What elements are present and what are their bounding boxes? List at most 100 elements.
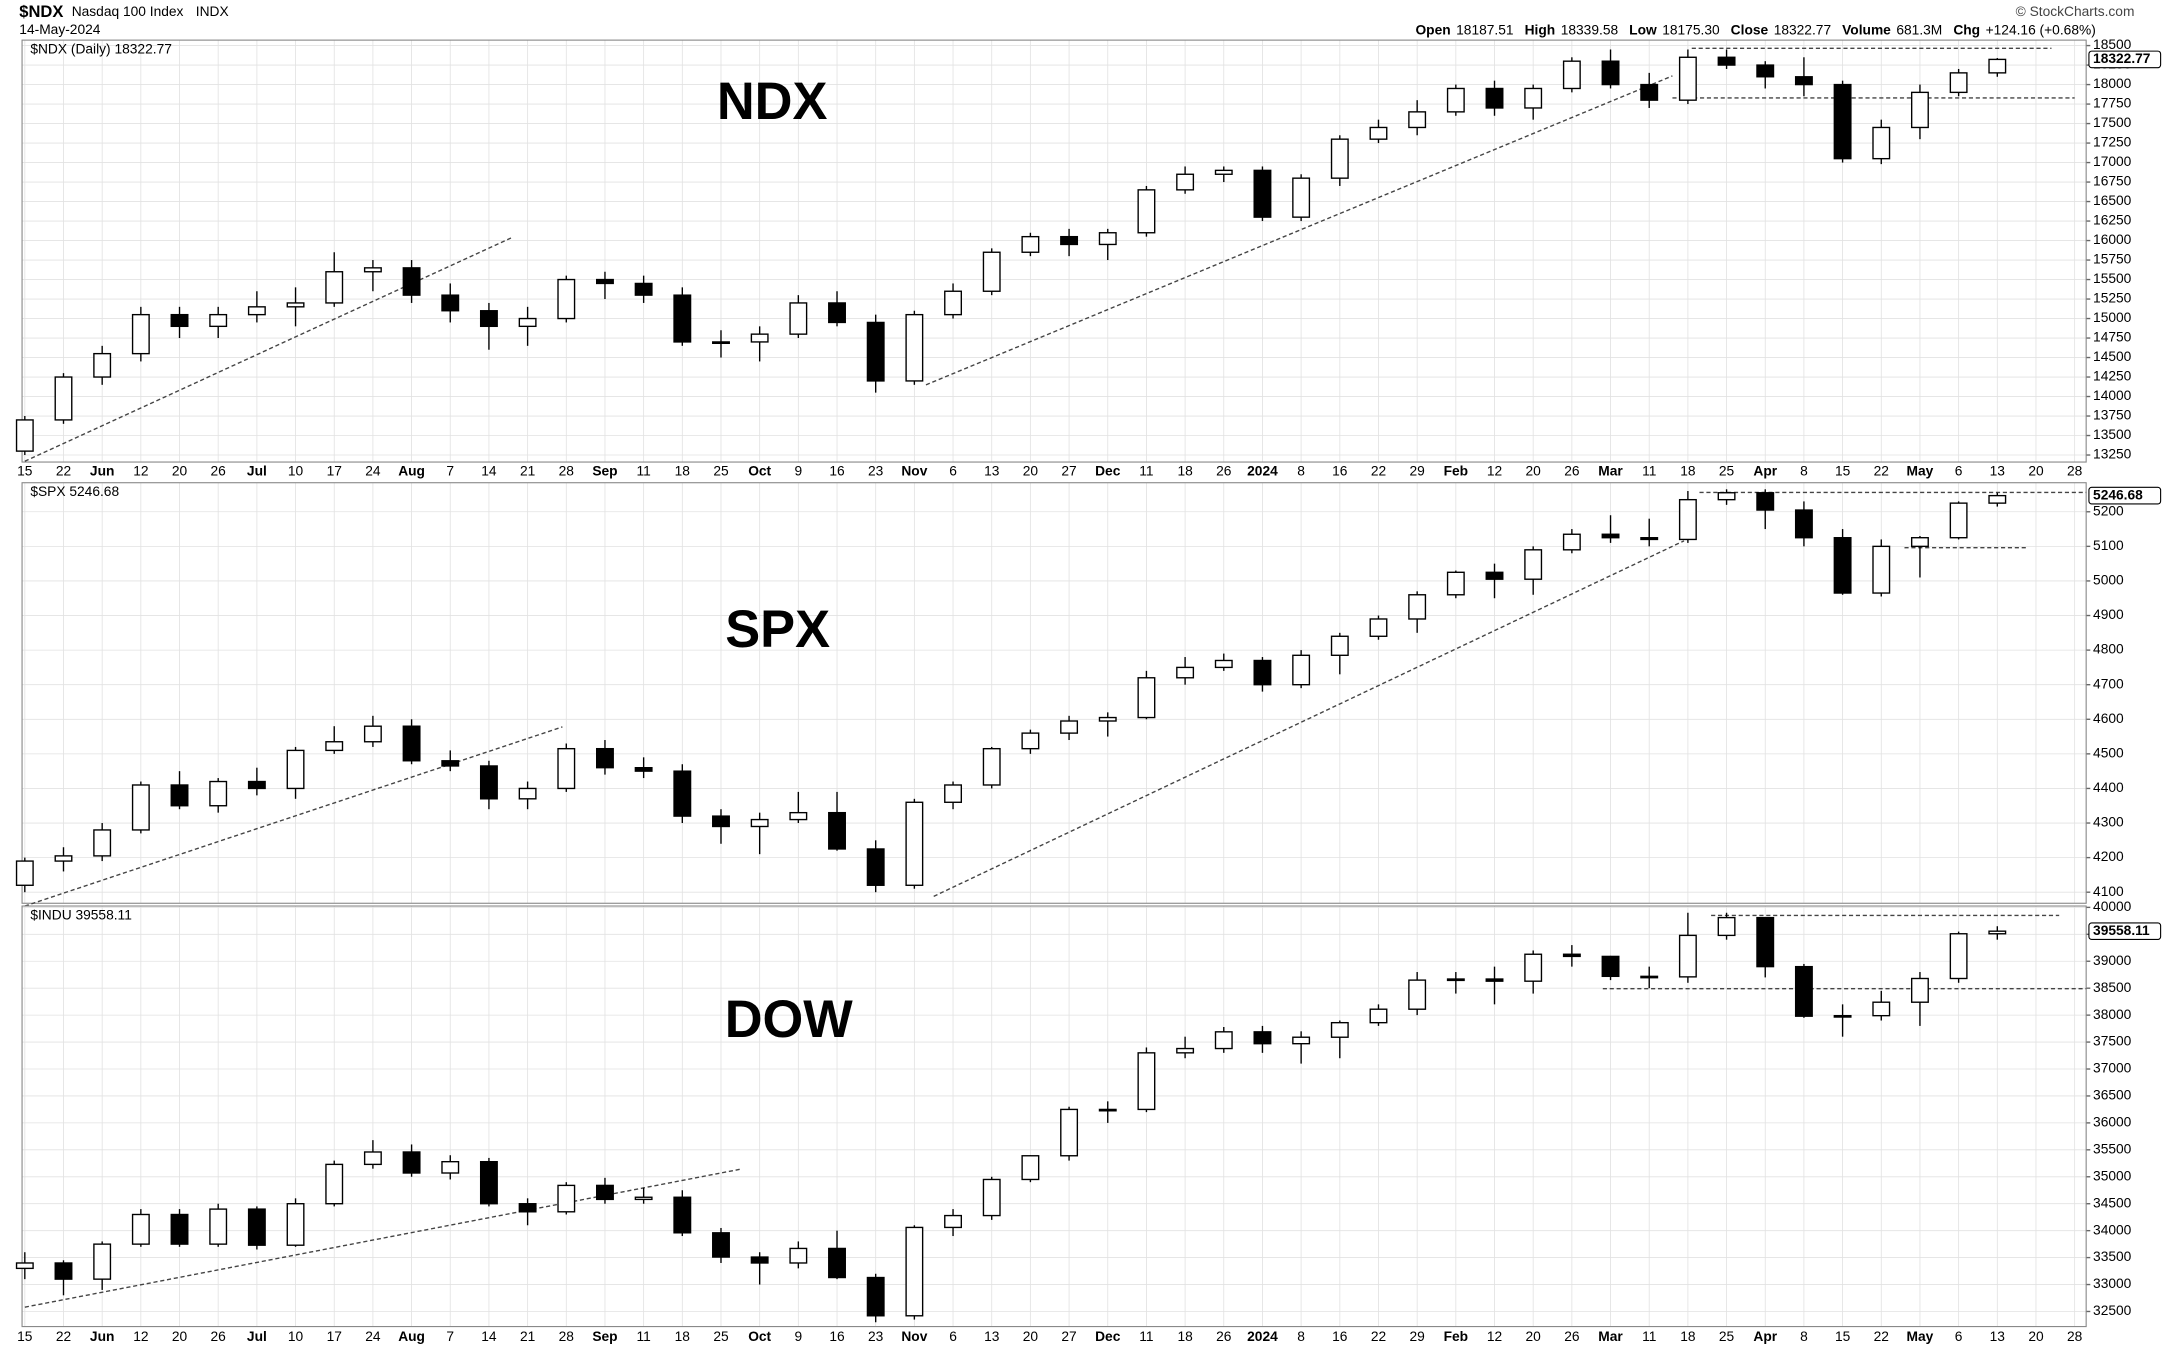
last-price: 18322.77	[2093, 51, 2151, 66]
candle-body	[441, 760, 460, 767]
candle-body	[93, 1243, 112, 1280]
source: © StockCharts.com	[2016, 4, 2135, 19]
x-tick-label: 26	[1564, 1329, 1580, 1344]
x-tick-label: 22	[1371, 1329, 1386, 1344]
stat-label: Volume	[1842, 22, 1891, 37]
x-tick-label: 29	[1410, 1329, 1425, 1344]
x-tick-label: 13	[1990, 1329, 2006, 1344]
candle-body	[1408, 979, 1427, 1010]
candle-body	[1988, 58, 2007, 74]
candle-body	[944, 1214, 963, 1229]
candle-body	[209, 780, 228, 807]
x-tick-label: Sep	[592, 1329, 617, 1344]
y-tick-label: 4300	[2093, 815, 2124, 830]
x-tick-label: 25	[1719, 463, 1735, 478]
candle-body	[1524, 87, 1543, 109]
x-tick-label: 26	[1216, 1329, 1232, 1344]
candle-body	[479, 765, 498, 800]
x-tick-label: Dec	[1095, 1329, 1121, 1344]
x-tick-label: 15	[17, 1329, 33, 1344]
y-tick-label: 39000	[2093, 953, 2132, 968]
x-tick-label: 12	[1487, 463, 1502, 478]
candle-body	[1949, 72, 1968, 94]
x-tick-label: 12	[133, 463, 148, 478]
candle-body	[325, 741, 344, 752]
candle-body	[1292, 1036, 1311, 1045]
x-tick-label: 20	[1023, 1329, 1039, 1344]
x-tick-label: 26	[1564, 463, 1580, 478]
candle-body	[54, 855, 73, 862]
candle-body	[1408, 111, 1427, 129]
trendline	[933, 540, 1685, 897]
candle-body	[1833, 83, 1852, 160]
x-tick-label: 27	[1061, 463, 1076, 478]
candle-body	[247, 1208, 266, 1246]
stat-value: 681.3M	[1896, 22, 1942, 37]
candle-body	[1292, 654, 1311, 686]
candle-body	[905, 801, 924, 886]
candle-body	[866, 848, 885, 886]
candle-body	[209, 1208, 228, 1245]
x-tick-label: Apr	[1753, 1329, 1777, 1344]
candle-body	[982, 1178, 1001, 1217]
candle-body	[1176, 1047, 1195, 1054]
stat-value: 18187.51	[1456, 22, 1513, 37]
candle-body	[1253, 659, 1272, 686]
candle-body	[1446, 571, 1465, 596]
x-tick-label: 28	[2067, 1329, 2083, 1344]
candle-body	[1794, 509, 1813, 539]
x-tick-label: 25	[1719, 1329, 1735, 1344]
exchange: INDX	[196, 4, 229, 19]
candle-body	[1601, 533, 1620, 539]
x-tick-label: Mar	[1598, 1329, 1623, 1344]
candle-body	[1292, 177, 1311, 218]
trendline	[925, 75, 1673, 386]
candle-body	[712, 341, 730, 345]
candle-body	[518, 317, 537, 328]
x-tick-label: 29	[1410, 463, 1425, 478]
candle-body	[1176, 173, 1195, 191]
candle-body	[286, 302, 305, 308]
candle-body	[828, 302, 846, 324]
x-tick-label: 8	[1297, 1329, 1305, 1344]
candle-body	[595, 1184, 614, 1201]
candle-body	[1756, 64, 1775, 78]
candle-body	[557, 747, 576, 790]
y-tick-label: 4100	[2093, 884, 2124, 899]
candle-body	[1562, 60, 1581, 90]
candle-body	[1910, 977, 1929, 1003]
candle-body	[479, 310, 498, 328]
candle-body	[363, 267, 382, 273]
candle-body	[828, 811, 846, 850]
y-tick-label: 15500	[2093, 271, 2132, 286]
candle-body	[1833, 1014, 1852, 1018]
candle-body	[15, 419, 34, 452]
stats: Open 18187.51 High 18339.58 Low 18175.30 Close…	[1415, 22, 2095, 37]
candle-body	[789, 1247, 808, 1264]
x-tick-label: 23	[868, 463, 884, 478]
x-tick-label: 18	[1680, 1329, 1696, 1344]
x-tick-label: 11	[636, 463, 650, 478]
x-tick-label: 6	[949, 1329, 957, 1344]
candle-body	[595, 747, 614, 769]
y-tick-label: 5000	[2093, 573, 2124, 588]
y-tick-label: 18500	[2093, 37, 2132, 52]
candle-body	[1872, 545, 1891, 594]
x-tick-label: 26	[1216, 463, 1232, 478]
stat-label: High	[1525, 22, 1556, 37]
candle-body	[1833, 537, 1852, 594]
candle-body	[1137, 1052, 1156, 1111]
candle-body	[1910, 91, 1929, 129]
y-tick-label: 14250	[2093, 369, 2132, 384]
x-tick-label: 16	[1332, 463, 1348, 478]
candle-body	[1756, 916, 1775, 968]
panel-legend: $SPX 5246.68	[30, 484, 119, 499]
candle-body	[1794, 76, 1813, 86]
candle-body	[595, 278, 614, 285]
date: 14-May-2024	[19, 22, 100, 37]
y-tick-label: 17000	[2093, 154, 2132, 169]
y-tick-label: 13500	[2093, 427, 2132, 442]
candle-body	[1369, 126, 1388, 140]
candle-body	[1485, 87, 1504, 109]
